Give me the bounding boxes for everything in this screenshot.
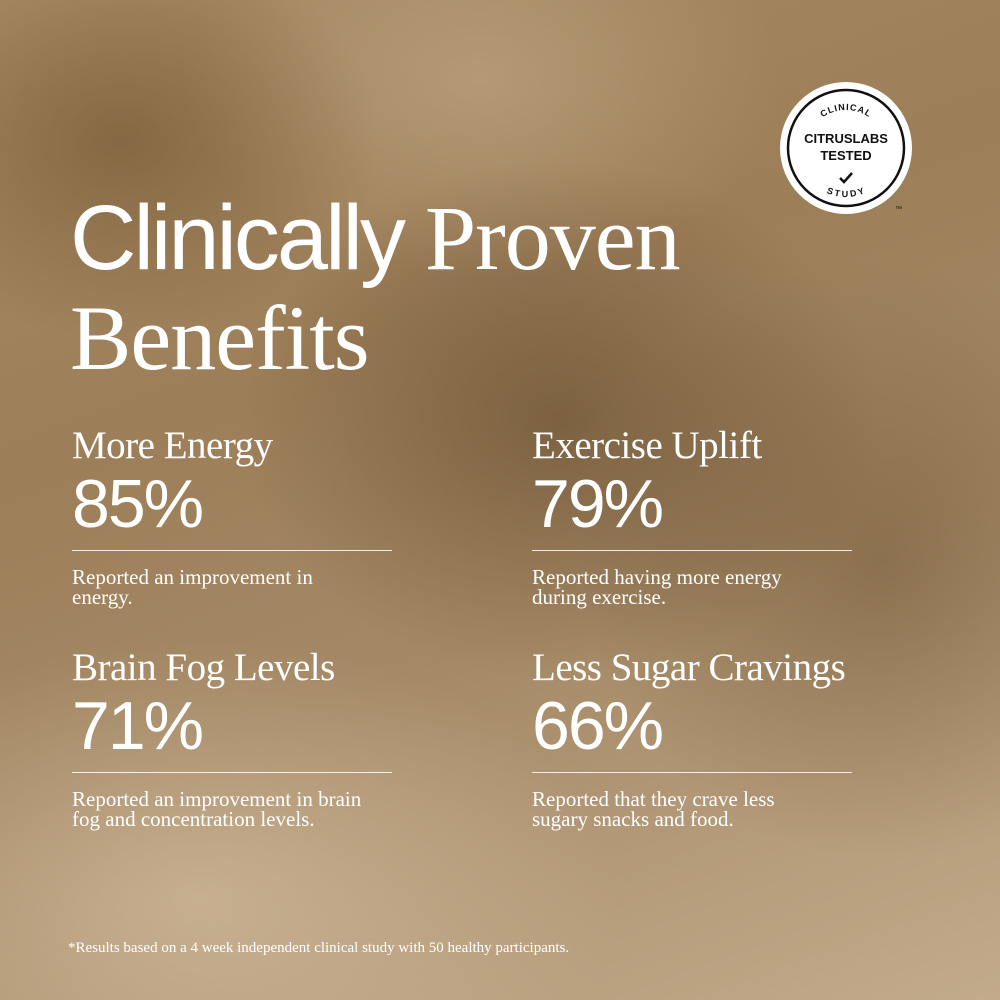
divider [72, 550, 392, 551]
title-serif: Benefits [70, 287, 370, 389]
footnote: *Results based on a 4 week independent c… [68, 940, 570, 956]
stat-value: 71% [72, 688, 204, 764]
divider [532, 550, 852, 551]
stat-label: Exercise Uplift [532, 424, 762, 467]
stat-card: Less Sugar Cravings 66% Reported that they… [532, 646, 852, 831]
badge-check [839, 172, 853, 184]
badge: CLINICAL STUDY CITRUSLABS TESTED ™ [780, 82, 912, 214]
badge-line2: TESTED [820, 148, 871, 163]
badge-circle [780, 82, 912, 214]
badge-line1: CITRUSLABS [804, 131, 888, 146]
badge-trademark: ™ [895, 206, 902, 213]
stat-card: Brain Fog Levels 71% Reported an improveme… [72, 646, 392, 831]
stat-description: Reported having more energy during exerc… [532, 565, 782, 609]
title-serif: Proven [424, 187, 681, 289]
badge-bottom-path: STUDY [826, 185, 866, 199]
stat-label: Brain Fog Levels [72, 646, 335, 689]
stat-label: More Energy [72, 424, 273, 467]
stat-card: More Energy 85% Reported an improvement in… [72, 424, 392, 609]
stat-label: Less Sugar Cravings [532, 646, 846, 689]
stat-description: Reported an improvement in brain fog and… [72, 787, 362, 831]
stat-description: Reported an improvement in energy. [72, 565, 313, 609]
divider [72, 772, 392, 773]
stat-value: 79% [532, 466, 664, 542]
badge-bottom: STUDY [826, 185, 867, 199]
stat-description: Reported that they crave less sugary sna… [532, 787, 775, 831]
badge-ring [786, 88, 906, 208]
stat-card: Exercise Uplift 79% Reported having more e… [532, 424, 852, 609]
title-sans: Clinically [70, 187, 406, 289]
title: Clinically Proven Benefits [70, 187, 681, 389]
stat-value: 66% [532, 688, 664, 764]
divider [532, 772, 852, 773]
stat-value: 85% [72, 466, 204, 542]
